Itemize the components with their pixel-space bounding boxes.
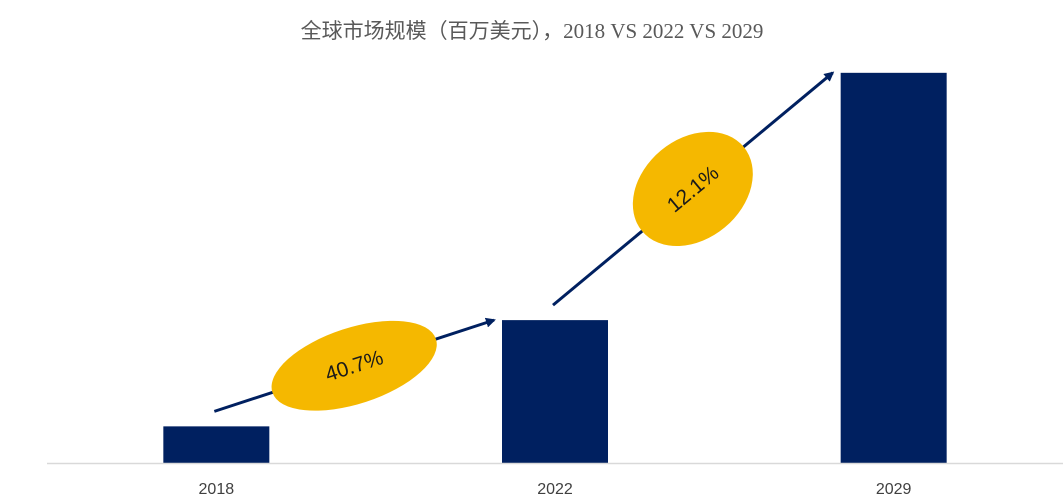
growth-annotation: 40.7% [213, 317, 496, 413]
bar-2018 [163, 426, 270, 463]
bar-2029 [840, 72, 947, 463]
bars-layer [163, 72, 947, 463]
growth-badge [271, 320, 437, 411]
x-axis-ticks: 2018 2022 2029 [199, 481, 912, 498]
x-tick-label: 2022 [537, 481, 573, 498]
x-tick-label: 2018 [199, 481, 235, 498]
bar-2022 [502, 320, 608, 463]
growth-badge [632, 131, 753, 247]
chart-title: 全球市场规模（百万美元），2018 VS 2022 VS 2029 [301, 19, 764, 43]
x-tick-label: 2029 [876, 481, 912, 498]
growth-annotation: 12.1% [552, 71, 835, 307]
growth-annotations: 40.7% 12.1% [213, 71, 835, 413]
